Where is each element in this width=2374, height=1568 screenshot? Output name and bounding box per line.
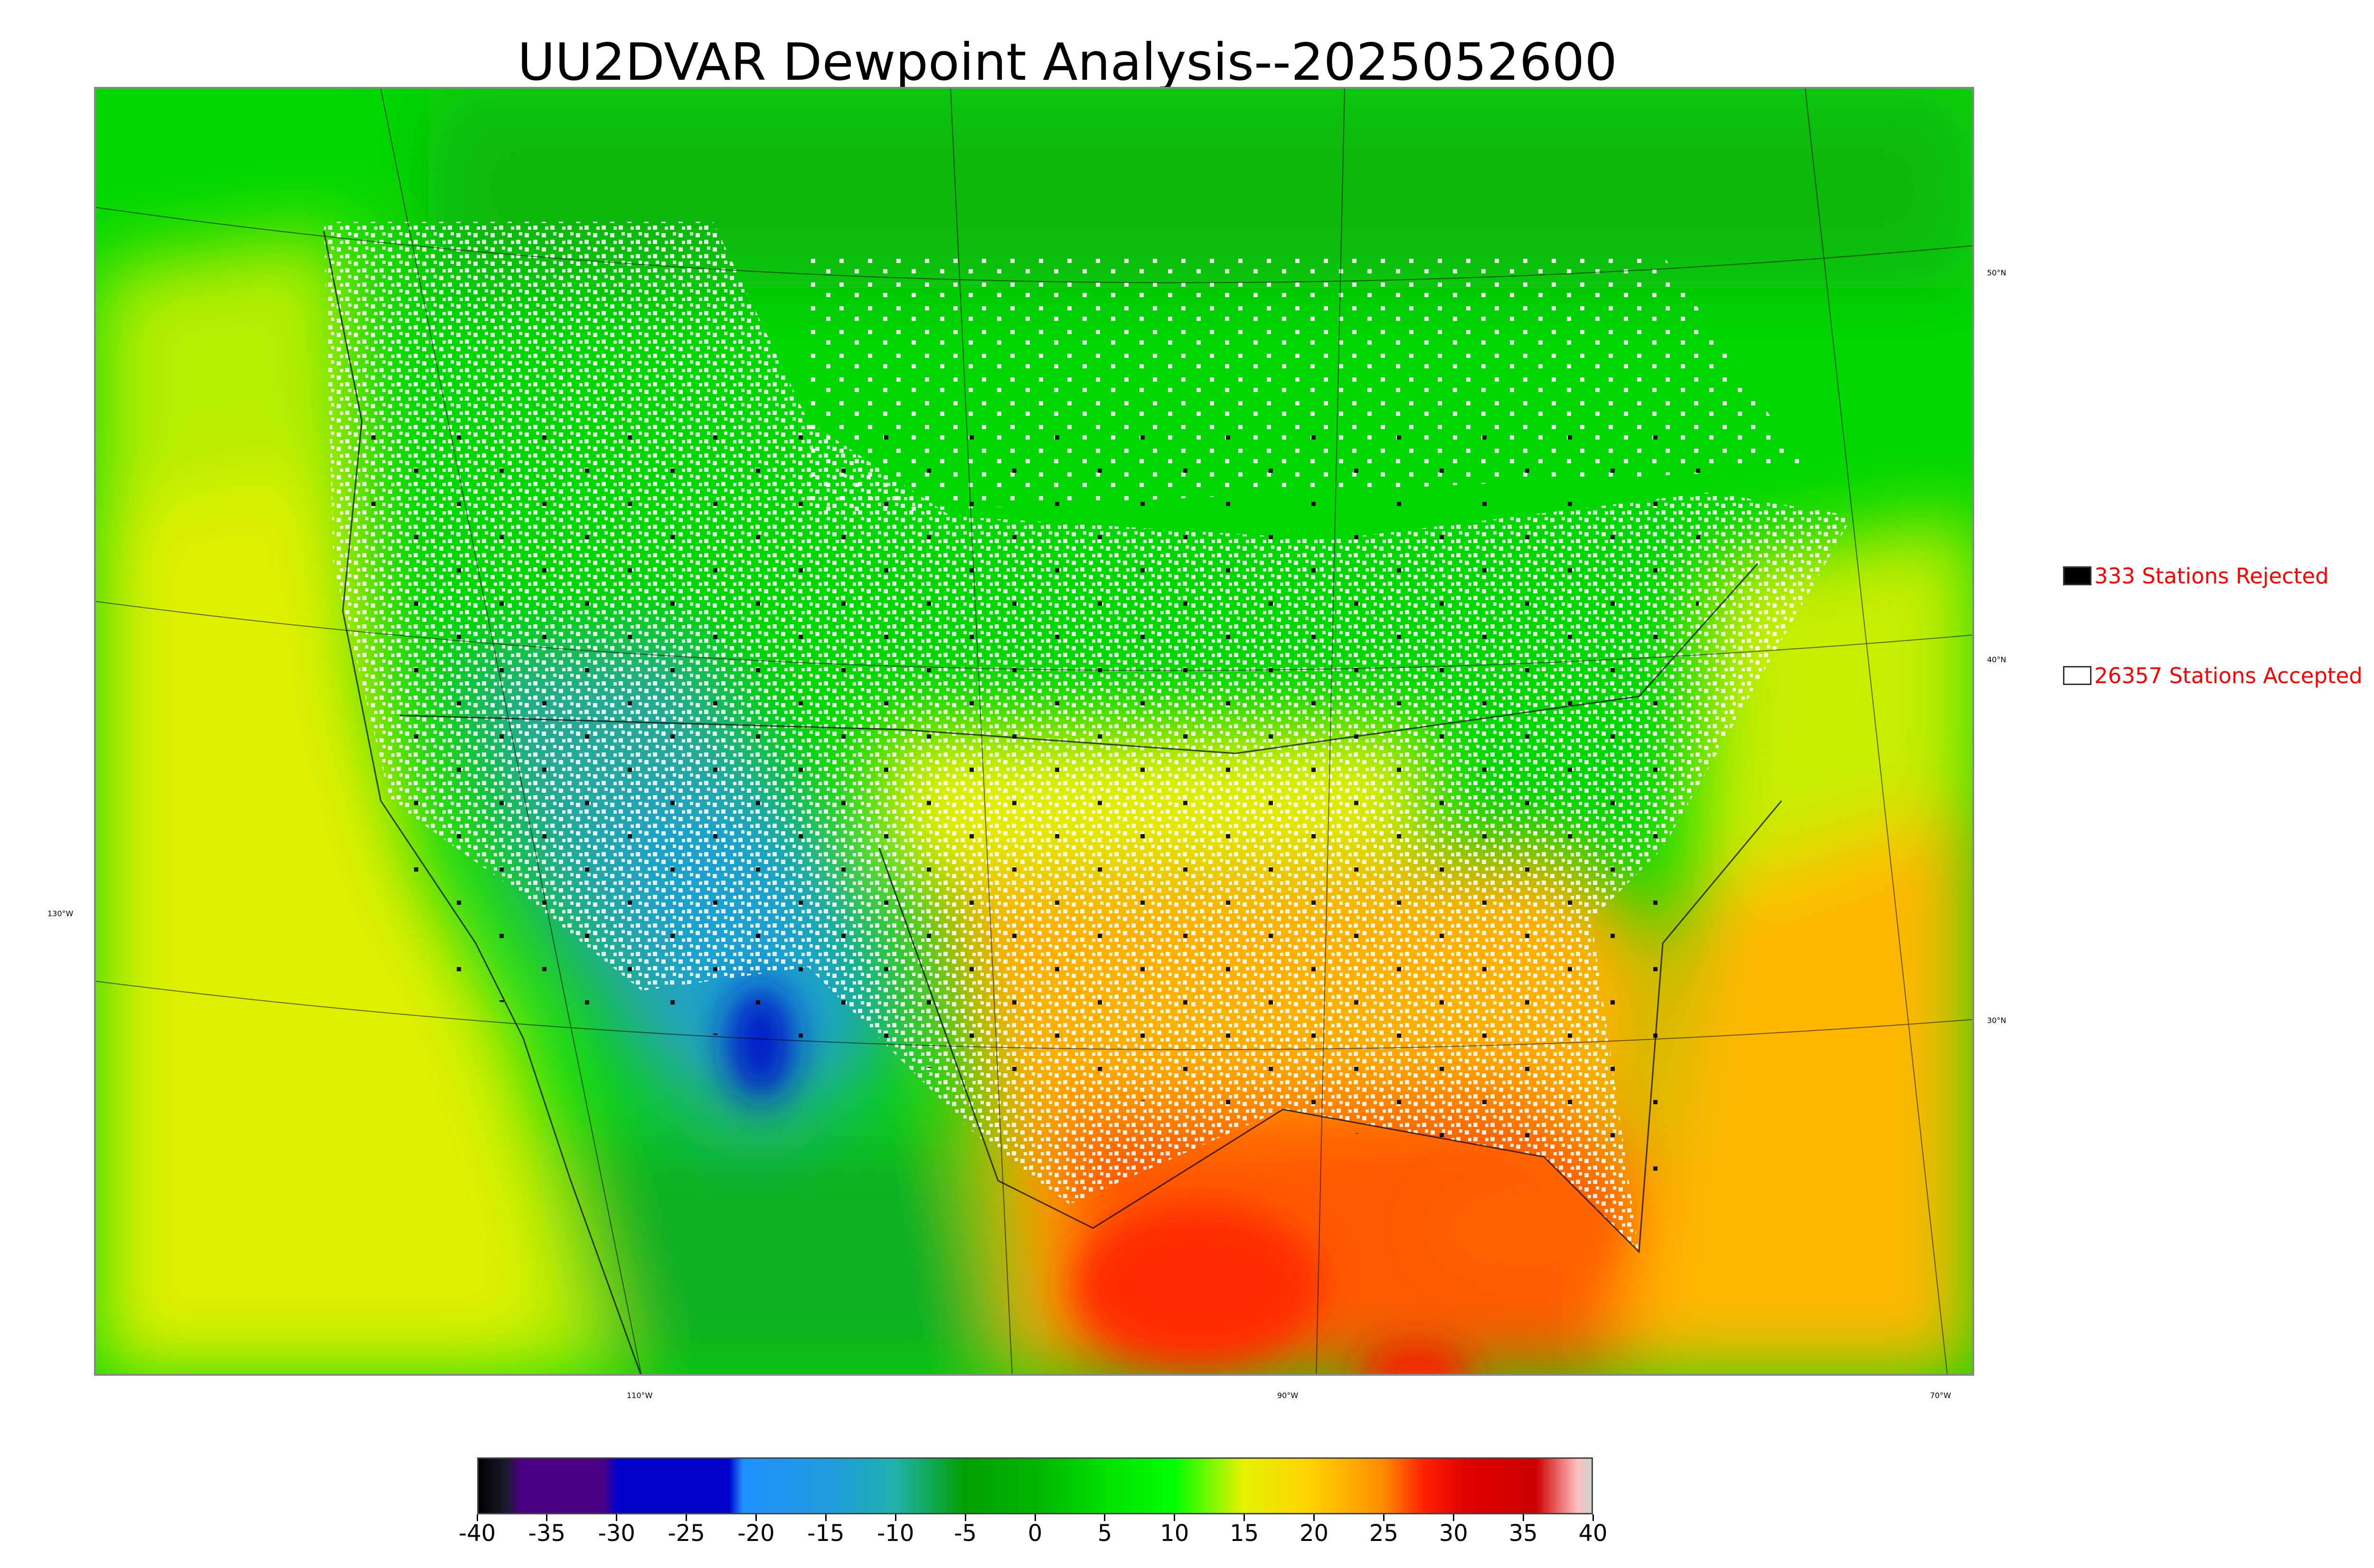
legend-accepted-swatch: [2063, 666, 2091, 685]
colorbar-tick-label: 0: [1027, 1520, 1043, 1547]
colorbar-tick-label: -35: [528, 1520, 566, 1547]
colorbar-tick-label: -20: [737, 1520, 775, 1547]
lon-label-90: 90°W: [1277, 1391, 1299, 1400]
colorbar-tick-mark: [476, 1514, 478, 1521]
colorbar-tick-mark: [1522, 1514, 1524, 1521]
colorbar-tick-mark: [1174, 1514, 1176, 1521]
dewpoint-map[interactable]: [94, 87, 1974, 1376]
lat-label-50: 50°N: [1987, 268, 2007, 277]
colorbar-tick-label: -40: [458, 1520, 496, 1547]
legend-rejected-swatch: [2063, 566, 2091, 585]
colorbar-tick-mark: [755, 1514, 757, 1521]
colorbar-tick-mark: [546, 1514, 548, 1521]
colorbar-tick-mark: [616, 1514, 618, 1521]
colorbar-tick-label: 10: [1160, 1520, 1189, 1547]
colorbar-tick-label: 40: [1578, 1520, 1608, 1547]
colorbar-tick-mark: [1592, 1514, 1594, 1521]
colorbar-tick-label: 25: [1369, 1520, 1398, 1547]
colorbar-tick-mark: [1313, 1514, 1315, 1521]
colorbar-tick-label: 20: [1299, 1520, 1329, 1547]
colorbar-tick-mark: [964, 1514, 966, 1521]
colorbar-tick-label: -25: [668, 1520, 705, 1547]
legend-rejected-label: 333 Stations Rejected: [2094, 563, 2329, 589]
colorbar-tick-mark: [1104, 1514, 1106, 1521]
colorbar-tick-label: 30: [1439, 1520, 1468, 1547]
colorbar-tick-mark: [686, 1514, 688, 1521]
lat-label-30: 30°N: [1987, 1016, 2007, 1025]
colorbar-tick-mark: [1452, 1514, 1454, 1521]
colorbar-tick-label: 5: [1097, 1520, 1112, 1547]
colorbar-tick-label: -10: [877, 1520, 914, 1547]
legend-rejected: 333 Stations Rejected: [2063, 563, 2329, 589]
colorbar-tick-label: -30: [598, 1520, 635, 1547]
lon-label-70: 70°W: [1930, 1391, 1951, 1400]
lon-label-130: 130°W: [47, 909, 74, 918]
colorbar-tick-mark: [1034, 1514, 1036, 1521]
colorbar-tick-mark: [1383, 1514, 1385, 1521]
dewpoint-field: [96, 89, 1972, 1374]
colorbar: [477, 1457, 1593, 1514]
colorbar-tick-label: -5: [954, 1520, 977, 1547]
colorbar-tick-label: -15: [807, 1520, 845, 1547]
legend-accepted-label: 26357 Stations Accepted: [2094, 663, 2363, 688]
page-title: UU2DVAR Dewpoint Analysis--2025052600: [518, 33, 1618, 92]
lat-label-40: 40°N: [1987, 655, 2007, 664]
colorbar-tick-mark: [1244, 1514, 1245, 1521]
colorbar-tick-mark: [895, 1514, 896, 1521]
lon-label-110: 110°W: [627, 1391, 653, 1400]
colorbar-tick-label: 15: [1230, 1520, 1259, 1547]
colorbar-tick-label: 35: [1508, 1520, 1538, 1547]
colorbar-tick-mark: [825, 1514, 827, 1521]
legend-accepted: 26357 Stations Accepted: [2063, 663, 2363, 688]
